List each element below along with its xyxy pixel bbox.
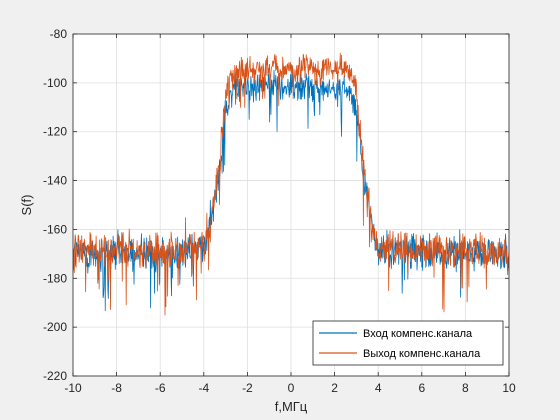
x-tick-label: 0 (288, 381, 295, 395)
legend-entry-output: Выход компенс.канала (363, 348, 481, 360)
x-tick-label: -2 (242, 381, 253, 395)
y-tick-label: -220 (43, 369, 67, 383)
x-tick-label: 6 (418, 381, 425, 395)
x-tick-label: -6 (155, 381, 166, 395)
y-tick-label: -180 (43, 271, 67, 285)
y-tick-label: -100 (43, 76, 67, 90)
y-tick-label: -200 (43, 320, 67, 334)
legend-box (312, 320, 504, 366)
x-tick-label: -10 (64, 381, 82, 395)
series-layer (73, 52, 509, 316)
y-tick-label: -140 (43, 174, 67, 188)
y-tick-label: -160 (43, 222, 67, 236)
ticks (72, 33, 510, 377)
x-tick-label: 4 (375, 381, 382, 395)
x-tick-label: -8 (111, 381, 122, 395)
series-output-line (73, 52, 509, 316)
y-tick-label: -120 (43, 125, 67, 139)
legend-entry-input: Вход компенс.канала (363, 328, 473, 340)
x-axis-label: f,МГц (275, 399, 308, 414)
x-tick-label: 8 (462, 381, 469, 395)
y-axis-label: S(f) (19, 195, 34, 216)
legend: Вход компенс.канала Выход компенс.канала (312, 320, 504, 366)
y-tick-label: -80 (50, 27, 68, 41)
x-tick-label: -4 (198, 381, 209, 395)
tick-labels: -10 -8 -6 -4 -2 0 2 4 6 8 10 -220 -200 -180 -160 -140 -1… (43, 27, 516, 395)
x-tick-label: 10 (502, 381, 516, 395)
x-tick-label: 2 (331, 381, 338, 395)
